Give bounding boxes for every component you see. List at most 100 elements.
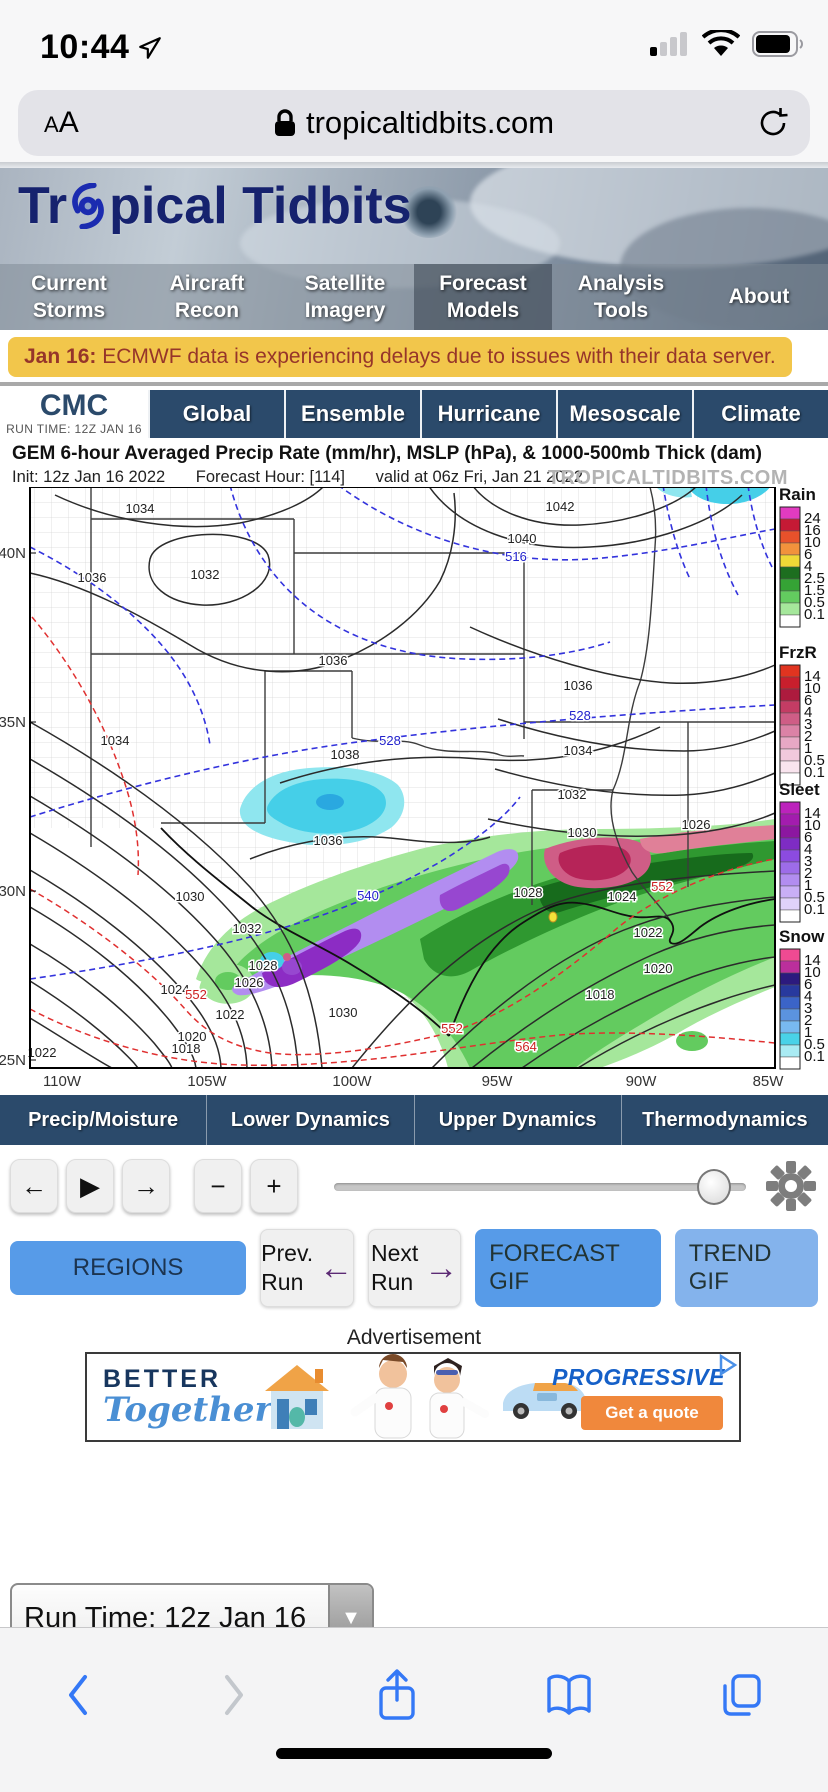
tab-global[interactable]: Global (148, 390, 284, 438)
nav-about[interactable]: About (728, 285, 790, 309)
back-button[interactable] (63, 1673, 93, 1717)
site-logo[interactable]: Tr pical Tidbits (18, 176, 412, 236)
trend-gif-button[interactable]: TREND GIF (674, 1229, 818, 1307)
next-run-button[interactable]: Next Run → (368, 1229, 462, 1307)
map-border (29, 487, 776, 1069)
home-indicator[interactable] (276, 1748, 552, 1759)
mslp-contour-label: 1030 (329, 1005, 358, 1020)
forecast-map[interactable]: 1034103210361042104010361038103610361034… (0, 487, 828, 1095)
status-bar: 10:44 (0, 0, 828, 90)
cellular-signal-icon (650, 32, 687, 56)
tab-climate[interactable]: Climate (692, 390, 828, 438)
legend-value: 0.1 (804, 901, 825, 918)
mslp-contour-label: 1020 (644, 961, 673, 976)
reload-icon[interactable] (758, 107, 788, 139)
precip-sleet-area (232, 849, 519, 996)
model-run-time: RUN TIME: 12Z JAN 16 (6, 421, 142, 436)
nav-satellite-imagery[interactable]: Satellite Imagery (304, 271, 386, 322)
legend-value: 0.1 (804, 606, 825, 623)
legend-value: 6 (804, 692, 812, 709)
tab-thermodynamics[interactable]: Thermodynamics (620, 1095, 828, 1145)
bookmarks-icon[interactable] (545, 1673, 593, 1717)
battery-icon (752, 31, 803, 57)
legend-value: 2 (804, 1012, 812, 1029)
mslp-contour-label: 1018 (586, 987, 615, 1002)
mslp-contour-label: 1032 (233, 921, 262, 936)
model-id[interactable]: CMC RUN TIME: 12Z JAN 16 (0, 390, 148, 438)
legend-frame (779, 801, 801, 923)
map-plot: 1034103210361042104010361038103610361034… (0, 487, 825, 1090)
forecast-gif-button[interactable]: FORECAST GIF (475, 1229, 661, 1307)
legend-value: 1 (804, 740, 812, 757)
play-button[interactable]: ▶ (66, 1159, 114, 1213)
legend-value: 10 (804, 534, 821, 551)
tab-mesoscale[interactable]: Mesoscale (556, 390, 692, 438)
legend-cell (779, 837, 801, 851)
step-back-button[interactable]: ← (10, 1159, 58, 1213)
action-buttons-row: REGIONS Prev. Run ← Next Run → FORECAST GI… (0, 1228, 828, 1308)
tab-precip-moisture[interactable]: Precip/Moisture (28, 1108, 179, 1131)
faster-button[interactable]: + (250, 1159, 298, 1213)
tab-lower-dynamics[interactable]: Lower Dynamics (206, 1095, 413, 1145)
forward-button[interactable] (219, 1673, 249, 1717)
map-legends: Rain241610642.51.50.50.1FrzR1410643210.5… (779, 487, 825, 1070)
legend-cell (779, 873, 801, 887)
mslp-contour-label: 1028 (514, 885, 543, 900)
frame-slider[interactable] (334, 1159, 746, 1213)
regions-button[interactable]: REGIONS (10, 1241, 247, 1295)
legend-value: 4 (804, 704, 812, 721)
adchoices-icon[interactable] (717, 1354, 739, 1376)
legend-value: 1.5 (804, 582, 825, 599)
nav-current-storms[interactable]: Current Storms (31, 271, 107, 322)
legend-cell (779, 614, 801, 628)
tabs-icon[interactable] (719, 1672, 765, 1718)
safari-toolbar (0, 1627, 828, 1792)
map-title: GEM 6-hour Averaged Precip Rate (mm/hr),… (12, 443, 762, 464)
legend-cell (779, 849, 801, 863)
location-arrow-icon (139, 36, 162, 59)
legend-cell (779, 984, 801, 998)
ad-headline: BETTER (103, 1364, 221, 1393)
slower-button[interactable]: − (194, 1159, 242, 1213)
ad-banner[interactable]: BETTER Together (85, 1352, 741, 1442)
prev-run-button[interactable]: Prev. Run ← (260, 1229, 355, 1307)
reader-mode-button[interactable]: AA (44, 106, 79, 139)
alert-text: ECMWF data is experiencing delays due to… (96, 345, 776, 368)
settings-gear-icon[interactable] (764, 1159, 818, 1213)
map-init-line: Init: 12z Jan 16 2022 Forecast Hour: [11… (12, 468, 816, 487)
nav-forecast-models[interactable]: Forecast Models (414, 264, 552, 330)
legend-value: 4 (804, 841, 812, 858)
mslp-contour-label: 1034 (101, 733, 130, 748)
legend-cell (779, 1044, 801, 1058)
share-icon[interactable] (375, 1668, 419, 1722)
legend-value: 1 (804, 877, 812, 894)
legend-title: Sleet (779, 780, 820, 799)
legend-frame (779, 506, 801, 628)
legend-cell (779, 530, 801, 544)
divider (0, 162, 828, 168)
house-illustration (265, 1365, 329, 1429)
step-forward-button[interactable]: → (122, 1159, 170, 1213)
thickness-label-red: 552 (441, 1021, 463, 1036)
nav-aircraft-recon[interactable]: Aircraft Recon (169, 271, 245, 322)
mslp-contour-label: 1020 (178, 1029, 207, 1044)
nav-analysis-tools[interactable]: Analysis Tools (577, 271, 665, 322)
axis-labels: 40N 35N 30N 25N 110W 105W 100W 95W 90W 85W (0, 545, 784, 1090)
slider-thumb[interactable] (696, 1169, 731, 1205)
legend-cell (779, 712, 801, 726)
clock: 10:44 (40, 28, 163, 67)
address-bar[interactable]: AA tropicaltidbits.com (18, 90, 810, 156)
ad-cta-button[interactable]: Get a quote (581, 1396, 723, 1430)
legend-value: 6 (804, 976, 812, 993)
forecast-hour: Forecast Hour: [114] (195, 468, 345, 486)
tab-hurricane[interactable]: Hurricane (420, 390, 556, 438)
tab-upper-dynamics[interactable]: Upper Dynamics (413, 1095, 621, 1145)
tab-ensemble[interactable]: Ensemble (284, 390, 420, 438)
thickness-label-blue: 528 (569, 708, 591, 723)
animation-controls: ← ▶ → − + (0, 1155, 828, 1217)
legend-value: 3 (804, 716, 812, 733)
legend-value: 2 (804, 728, 812, 745)
slider-track[interactable] (334, 1183, 746, 1191)
